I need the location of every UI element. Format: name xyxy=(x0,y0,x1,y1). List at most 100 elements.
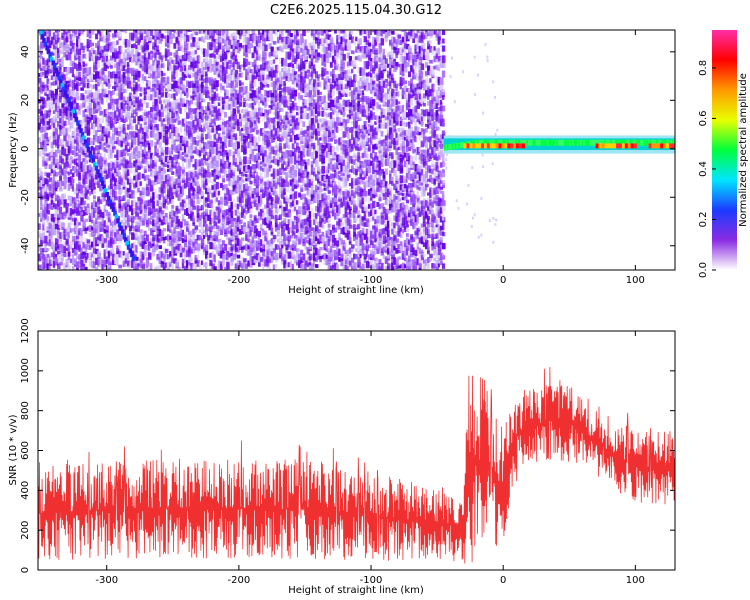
spectrogram-cell xyxy=(245,44,248,53)
spectrogram-cell xyxy=(260,257,264,263)
spectrogram-cell xyxy=(207,30,211,35)
spectrogram-cell xyxy=(240,176,244,184)
spectrogram-cell xyxy=(192,200,196,208)
spectrogram-cell xyxy=(238,64,242,69)
spectrogram-cell xyxy=(287,86,292,93)
spectrogram-cell xyxy=(177,162,180,171)
spectrogram-cell xyxy=(192,264,196,270)
spectrogram-cell xyxy=(88,83,93,88)
spectrogram-cell xyxy=(48,40,52,46)
spectrogram-cell xyxy=(173,211,177,217)
spectrogram-cell xyxy=(160,219,164,226)
spectrogram-cell xyxy=(257,49,261,56)
spectrogram-cell xyxy=(84,227,89,231)
spectrogram-cell xyxy=(217,124,222,131)
spectrogram-cell xyxy=(150,191,153,199)
spectrogram-cell xyxy=(245,74,249,81)
spectrogram-cell xyxy=(270,62,274,69)
spectrogram-cell xyxy=(247,238,251,243)
spectrogram-cell xyxy=(188,64,192,71)
spectrogram-cell xyxy=(173,93,176,101)
spectrogram-cell xyxy=(194,192,198,199)
spectrogram-cell xyxy=(279,34,282,40)
spectrogram-cell xyxy=(147,115,151,124)
spectrogram-cell xyxy=(171,236,175,243)
spectrogram-cell xyxy=(124,167,128,174)
spectrogram-cell xyxy=(164,248,169,254)
spectrogram-cell xyxy=(285,212,288,217)
spectrogram-cell xyxy=(236,238,240,246)
spectrogram-cell xyxy=(38,213,41,217)
spectrogram-cell xyxy=(209,53,213,58)
spectrogram-cell xyxy=(228,194,232,201)
spectrogram-cell xyxy=(63,231,66,240)
spectrogram-cell xyxy=(38,98,42,104)
spectrogram-cell xyxy=(276,102,281,110)
spectrogram-cell xyxy=(78,82,82,87)
spectrogram-cell xyxy=(101,114,105,120)
spectrogram-cell xyxy=(54,54,59,60)
spectrogram-cell xyxy=(145,183,150,191)
spectrogram-cell xyxy=(76,142,80,151)
spectrogram-cell xyxy=(196,40,201,49)
spectrogram-cell xyxy=(279,252,283,258)
spectrogram-cell xyxy=(245,138,249,142)
spectrogram-cell xyxy=(238,212,243,217)
spectrogram-cell xyxy=(274,127,278,135)
spectrogram-cell xyxy=(137,100,140,108)
spectrogram-cell xyxy=(156,253,160,259)
spectrogram-cell xyxy=(107,142,111,148)
spectrogram-cell xyxy=(86,243,90,250)
spectrogram-cell xyxy=(228,189,231,195)
spectrogram-cell xyxy=(224,228,228,234)
spectrogram-cell xyxy=(181,258,186,264)
spectrogram-cell xyxy=(217,238,222,243)
spectrogram-cell xyxy=(124,114,128,122)
spectrogram-cell xyxy=(107,102,111,109)
spectrogram-cell xyxy=(95,172,98,180)
spectrogram-cell xyxy=(109,136,114,144)
spectrogram-cell xyxy=(135,156,139,163)
spectrogram-cell xyxy=(276,143,280,150)
spectrogram-cell xyxy=(101,46,105,50)
spectrogram-cell xyxy=(190,211,194,218)
spectrogram-cell xyxy=(78,244,81,252)
spectrogram-cell xyxy=(54,242,58,251)
spectrogram-cell xyxy=(251,141,255,146)
spectrogram-cell xyxy=(135,75,139,80)
spectrogram-cell xyxy=(198,124,203,132)
spectrogram-cell xyxy=(173,178,177,185)
spectrogram-cell xyxy=(42,219,46,225)
spectrogram-cell xyxy=(54,194,59,198)
spectrogram-cell xyxy=(152,219,156,227)
spectrogram-cell xyxy=(207,91,210,99)
spectrogram-cell xyxy=(281,177,285,181)
spectrogram-cell xyxy=(243,203,247,209)
spectrogram-cell xyxy=(200,85,205,94)
spectrogram-cell xyxy=(260,176,264,185)
spectrogram-cell xyxy=(107,162,112,169)
spectrogram-cell xyxy=(211,250,214,257)
spectrogram-cell xyxy=(120,58,124,64)
spectrogram-cell xyxy=(173,88,177,92)
spectrogram-cell xyxy=(71,253,75,262)
spectrogram-cell xyxy=(276,134,281,141)
spectrogram-cell xyxy=(162,155,167,163)
spectrogram-cell xyxy=(162,186,166,194)
spectrogram-cell xyxy=(139,203,143,211)
spectrogram-cell xyxy=(243,108,246,115)
spectrogram-cell xyxy=(97,157,100,165)
spectrogram-cell xyxy=(192,72,195,78)
spectrogram-cell xyxy=(59,261,63,266)
spectrogram-cell xyxy=(103,238,108,244)
spectrogram-cell xyxy=(247,156,250,165)
spectrogram-cell xyxy=(118,162,122,170)
spectrogram-cell xyxy=(196,216,200,223)
spectrogram-cell xyxy=(236,74,241,82)
spectrogram-cell xyxy=(59,199,63,205)
spectrogram-cell xyxy=(126,46,131,53)
spectrogram-cell xyxy=(171,68,175,73)
spectrogram-cell xyxy=(40,187,43,191)
spectrogram-cell xyxy=(247,224,251,229)
spectrogram-cell xyxy=(169,183,173,188)
